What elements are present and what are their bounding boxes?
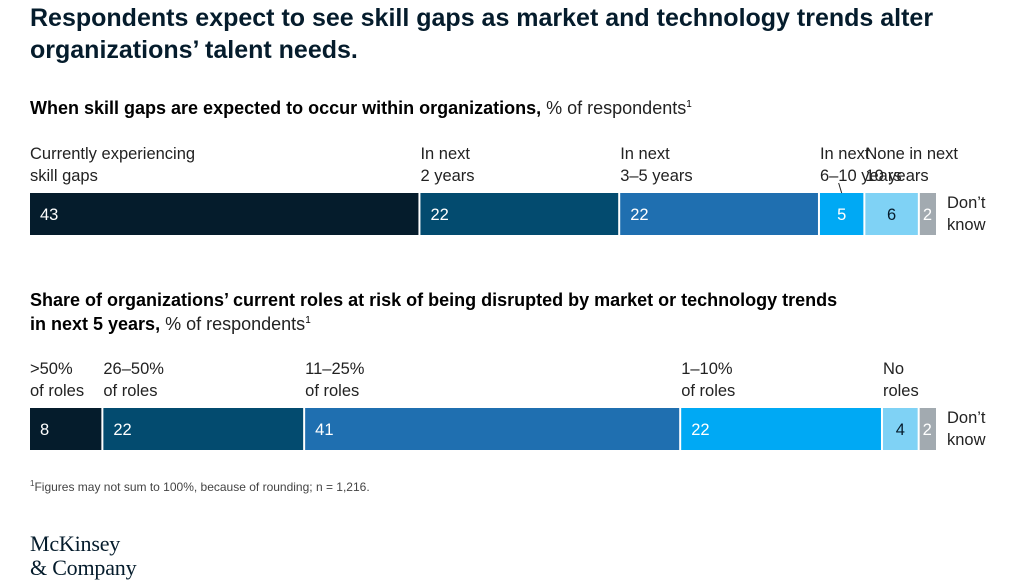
- chart1-category-label-dont-know-1: know: [947, 216, 986, 234]
- footnote-text: Figures may not sum to 100%, because of …: [34, 480, 370, 494]
- chart2-category-label-1-0: 26–50%: [103, 360, 164, 378]
- chart1-category-label-dont-know-0: Don’t: [947, 194, 986, 212]
- chart2-category-label-3-1: of roles: [681, 382, 735, 400]
- chart1-subtitle: When skill gaps are expected to occur wi…: [30, 96, 692, 120]
- chart2-category-label-dont-know-1: know: [947, 431, 986, 449]
- logo-line1: McKinsey: [30, 531, 121, 556]
- chart1-leader-line: [838, 182, 843, 194]
- chart1-value-label-3: 5: [837, 206, 846, 224]
- chart2-bar-segment-3: [681, 408, 881, 450]
- chart1-title: When skill gaps are expected to occur wi…: [30, 98, 542, 118]
- chart1-category-label-4-1: 10 years: [865, 167, 928, 185]
- chart2-title-line1: Share of organizations’ current roles at…: [30, 290, 838, 310]
- footnote: 1Figures may not sum to 100%, because of…: [30, 479, 370, 495]
- chart2-bar-segment-2: [305, 408, 680, 450]
- chart2-value-label-5: 2: [923, 421, 932, 439]
- chart1-footnote-ref: 1: [686, 99, 692, 110]
- mckinsey-logo: McKinsey & Company: [30, 531, 137, 580]
- chart1-category-label-1-0: In next: [420, 145, 470, 163]
- chart1-value-label-5: 2: [923, 206, 932, 224]
- chart1-bar-segment-5: [919, 193, 936, 235]
- chart1-category-label-0-0: Currently experiencing: [30, 145, 195, 163]
- chart2-value-label-1: 22: [113, 421, 131, 439]
- chart1-category-label-3-0: In next: [820, 145, 870, 163]
- chart2-subtitle: Share of organizations’ current roles at…: [30, 288, 837, 336]
- chart1-bar-segment-1: [420, 193, 619, 235]
- chart2-category-label-2-1: of roles: [305, 382, 359, 400]
- chart2-category-label-2-0: 11–25%: [305, 360, 365, 378]
- chart2-bar-segment-4: [882, 408, 918, 450]
- chart2-category-label-1-1: of roles: [103, 382, 157, 400]
- chart1-value-label-2: 22: [630, 206, 648, 224]
- chart2-title-line2: in next 5 years,: [30, 314, 161, 334]
- chart-title-line1: Respondents expect to see skill gaps as …: [30, 4, 934, 32]
- chart1-category-label-1-1: 2 years: [420, 167, 474, 185]
- chart1-unit: % of respondents: [546, 98, 687, 118]
- logo-line2: & Company: [30, 555, 137, 580]
- chart1-category-label-2-0: In next: [620, 145, 670, 163]
- chart2-bar-segment-5: [919, 408, 936, 450]
- chart2-bar-segment-1: [103, 408, 304, 450]
- chart2-category-label-4-1: roles: [883, 382, 919, 400]
- chart2-category-label-dont-know-0: Don’t: [947, 409, 986, 427]
- chart-title-line2: organizations’ talent needs.: [30, 36, 358, 64]
- chart1-category-label-4-0: None in next: [865, 145, 958, 163]
- chart2-category-label-3-0: 1–10%: [681, 360, 733, 378]
- chart1-value-label-4: 6: [887, 206, 896, 224]
- chart1-bar-segment-3: [819, 193, 864, 235]
- chart2-category-label-4-0: No: [883, 360, 904, 378]
- chart1-category-label-3-1: 6–10 years: [820, 167, 902, 185]
- chart2-category-label-0-1: of roles: [30, 382, 84, 400]
- chart1-value-label-0: 43: [40, 206, 58, 224]
- chart1-value-label-1: 22: [430, 206, 448, 224]
- chart2-value-label-2: 41: [315, 421, 333, 439]
- chart1-bar-segment-4: [865, 193, 918, 235]
- chart1-category-label-0-1: skill gaps: [30, 167, 98, 185]
- chart2-bar-segment-0: [30, 408, 102, 450]
- chart2-category-label-0-0: >50%: [30, 360, 73, 378]
- chart2-value-label-4: 4: [896, 421, 905, 439]
- chart2-unit: % of respondents: [165, 314, 306, 334]
- footnote-marker: 1: [30, 479, 35, 488]
- chart2-footnote-ref: 1: [305, 315, 311, 326]
- chart1-bar-segment-2: [620, 193, 818, 235]
- chart2-value-label-3: 22: [691, 421, 709, 439]
- chart2-value-label-0: 8: [40, 421, 49, 439]
- chart1-bar-segment-0: [30, 193, 419, 235]
- chart-title: Respondents expect to see skill gaps as …: [30, 2, 1010, 66]
- chart1-category-label-2-1: 3–5 years: [620, 167, 692, 185]
